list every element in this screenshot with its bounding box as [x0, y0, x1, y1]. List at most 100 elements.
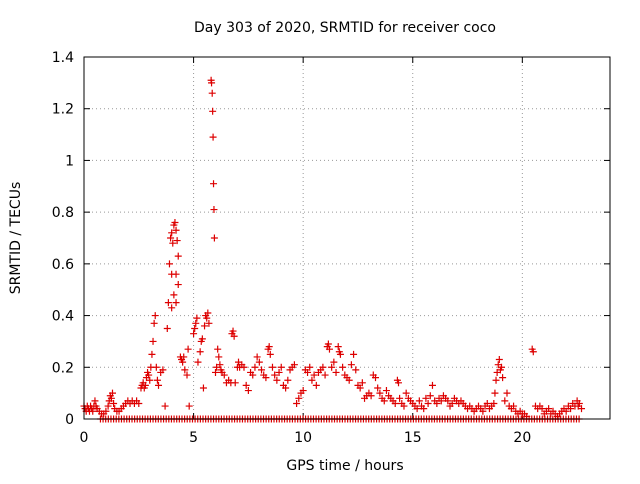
data-point	[168, 304, 176, 312]
data-point	[433, 399, 441, 407]
data-point	[324, 340, 332, 348]
data-point	[209, 133, 217, 141]
data-point	[163, 325, 171, 332]
data-point	[578, 405, 586, 413]
data-point	[209, 107, 217, 115]
data-point	[155, 381, 163, 389]
data-point	[444, 397, 452, 405]
data-point	[205, 319, 213, 327]
data-point	[299, 387, 307, 395]
data-point	[196, 348, 204, 356]
plot-frame	[83, 56, 611, 420]
data-point	[545, 405, 553, 413]
data-point	[336, 350, 344, 358]
data-point	[210, 234, 218, 242]
data-point	[428, 381, 436, 389]
data-point	[108, 389, 116, 397]
data-point	[529, 348, 537, 356]
data-point	[347, 361, 355, 369]
data-point	[149, 337, 157, 345]
data-point	[277, 363, 285, 371]
data-point	[172, 299, 180, 307]
data-point	[483, 399, 491, 407]
data-point	[265, 343, 273, 351]
y-tick-label: 1.4	[52, 50, 74, 66]
data-point	[145, 371, 153, 379]
data-point	[334, 343, 342, 351]
data-point	[168, 229, 176, 237]
data-point	[345, 376, 353, 384]
data-point	[164, 299, 172, 307]
data-point	[251, 363, 259, 371]
data-point	[215, 353, 223, 361]
data-point	[204, 309, 212, 317]
data-point	[203, 314, 211, 322]
data-point	[229, 327, 237, 335]
data-point	[184, 345, 192, 353]
y-tick-label: 0.6	[52, 257, 74, 273]
data-point	[448, 399, 456, 407]
data-point	[356, 384, 364, 392]
data-point	[220, 371, 228, 379]
data-points	[80, 76, 586, 423]
data-point	[148, 350, 156, 358]
data-point	[510, 402, 518, 410]
data-point	[190, 330, 198, 338]
data-point	[332, 368, 340, 376]
data-point	[135, 399, 143, 407]
data-point	[330, 358, 338, 366]
data-point	[151, 312, 159, 320]
data-point	[371, 374, 379, 382]
data-point	[400, 402, 408, 410]
x-tick-label: 20	[513, 430, 531, 446]
data-point	[255, 358, 263, 366]
data-point	[153, 376, 161, 384]
data-point	[492, 376, 500, 384]
data-point	[249, 371, 257, 379]
grid-lines	[84, 57, 610, 419]
data-point	[173, 237, 181, 245]
data-point	[310, 371, 318, 379]
data-point	[169, 239, 177, 247]
data-point	[165, 260, 173, 268]
data-point	[420, 405, 428, 413]
data-point	[275, 368, 283, 376]
data-point	[268, 363, 276, 371]
data-point	[174, 281, 182, 289]
data-point	[180, 353, 188, 361]
data-point	[183, 371, 191, 379]
data-point	[479, 407, 487, 415]
data-point	[293, 399, 301, 407]
data-point	[172, 270, 180, 278]
data-point	[273, 376, 281, 384]
data-point	[567, 405, 575, 413]
data-point	[374, 384, 382, 392]
data-point	[437, 397, 445, 405]
data-point	[212, 368, 219, 376]
y-tick-label: 0.2	[52, 360, 74, 376]
y-tick-label: 0.8	[52, 205, 74, 221]
data-point	[214, 345, 222, 353]
data-point	[167, 234, 175, 242]
data-point	[194, 358, 202, 366]
data-point	[210, 206, 218, 214]
y-tick-label: 0	[65, 412, 74, 428]
data-point	[181, 366, 189, 374]
data-point	[174, 252, 182, 260]
data-point	[538, 405, 546, 413]
data-point	[231, 379, 239, 387]
x-tick-label: 10	[294, 430, 312, 446]
data-point	[170, 291, 178, 299]
data-point	[391, 399, 399, 407]
x-tick-label: 0	[80, 430, 89, 446]
data-point	[290, 361, 298, 369]
data-point	[396, 394, 404, 402]
data-point	[295, 394, 303, 402]
data-point	[244, 387, 252, 395]
data-point	[415, 397, 423, 405]
data-point	[185, 402, 193, 410]
data-point	[258, 366, 266, 374]
data-point	[328, 363, 336, 371]
data-point	[284, 376, 292, 384]
